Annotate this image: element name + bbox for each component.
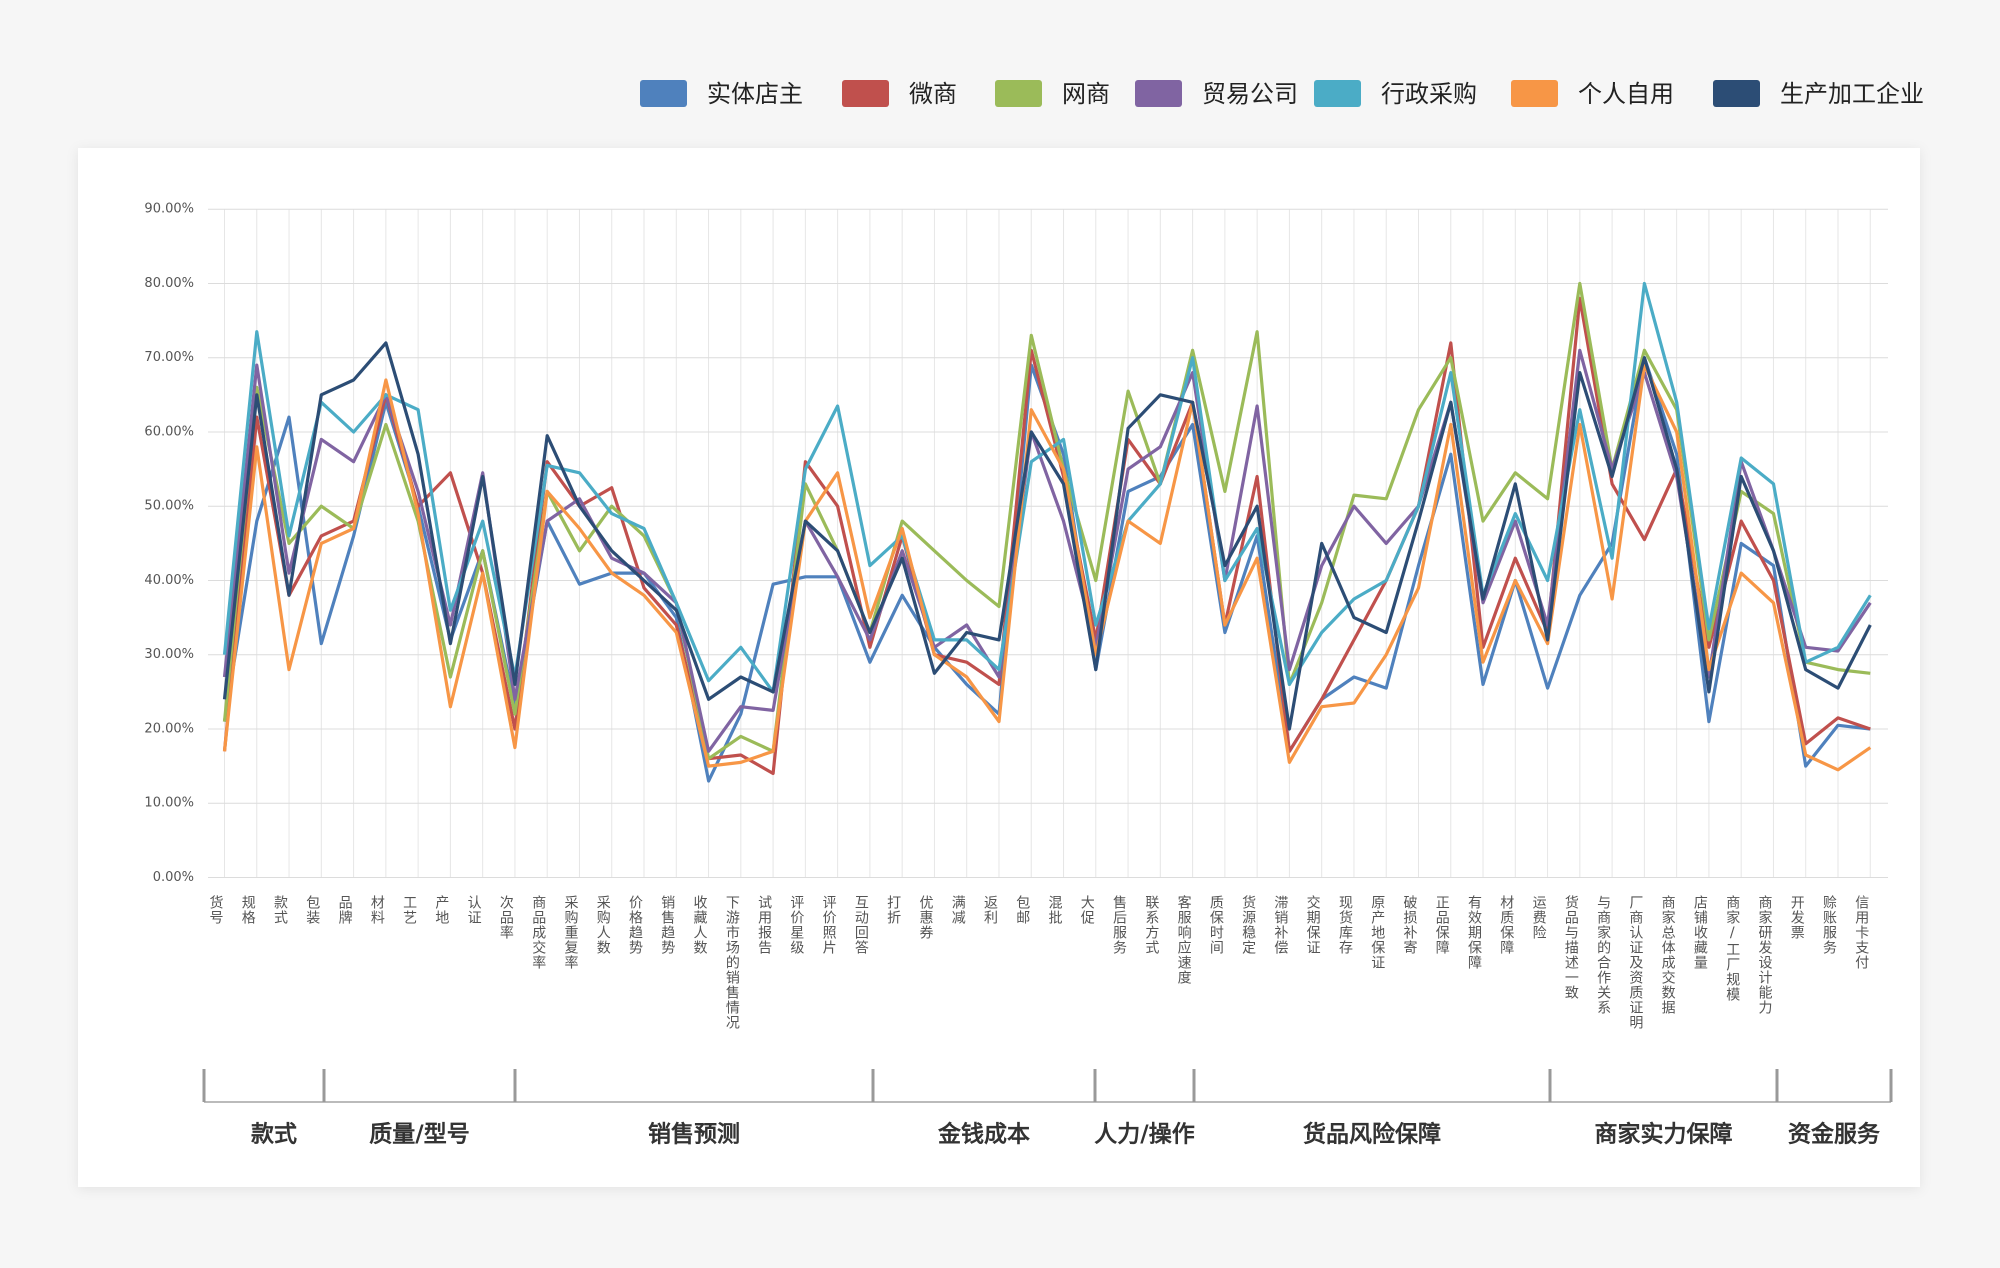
x-tick-label: 打折: [885, 894, 901, 925]
x-tick-label: 开发票: [1789, 895, 1805, 940]
x-tick-label: 原产地保证: [1369, 895, 1385, 970]
x-tick-label: 采购人数: [595, 895, 611, 955]
x-tick-label: 客服响应速度: [1176, 894, 1192, 985]
x-tick-label: 与商家的合作关系: [1595, 895, 1611, 1015]
x-tick-label: 商家研发设计能力: [1756, 895, 1772, 1015]
x-tick-label: 货号: [208, 894, 224, 925]
x-tick-label: 商家总体成交数据: [1660, 895, 1676, 1015]
legend-label: 行政采购: [1381, 80, 1477, 108]
group-label: 款式: [251, 1121, 297, 1148]
legend-swatch: [995, 80, 1042, 107]
x-tick-label: 工艺: [401, 895, 417, 925]
legend-label: 个人自用: [1578, 80, 1674, 108]
x-tick-label: 大促: [1079, 895, 1095, 925]
legend-swatch: [1713, 80, 1760, 107]
x-tick-label: 厂商认证及资质证明: [1627, 895, 1643, 1030]
y-tick-label: 30.00%: [144, 647, 194, 662]
x-tick-label: 包装: [304, 895, 320, 925]
x-tick-label: 返利: [982, 895, 998, 925]
x-tick-label: 评价星级: [788, 895, 804, 955]
x-tick-label: 收藏人数: [692, 895, 708, 955]
legend-swatch: [1511, 80, 1558, 107]
x-tick-label: 认证: [466, 895, 482, 925]
legend-label: 实体店主: [707, 80, 803, 108]
group-label: 资金服务: [1788, 1121, 1881, 1148]
legend-label: 微商: [909, 80, 957, 108]
x-tick-label: 交期保证: [1305, 894, 1321, 955]
y-tick-label: 40.00%: [144, 573, 194, 588]
x-tick-label: 店铺收藏量: [1692, 895, 1708, 970]
y-tick-label: 90.00%: [144, 202, 194, 217]
x-tick-label: 规格: [240, 895, 256, 925]
x-tick-label: 货源稳定: [1240, 894, 1256, 955]
x-tick-label: 有效期保障: [1466, 895, 1482, 970]
x-tick-label: 联系方式: [1143, 895, 1159, 955]
x-tick-label: 材质保障: [1498, 895, 1514, 955]
x-tick-label: 采购重复率: [562, 895, 578, 970]
x-tick-label: 质保时间: [1208, 895, 1224, 955]
x-tick-label: 信用卡支付: [1853, 895, 1869, 970]
y-tick-label: 50.00%: [144, 499, 194, 514]
group-label: 质量/型号: [369, 1122, 469, 1148]
x-tick-label: 商品成交率: [530, 895, 546, 970]
y-tick-label: 80.00%: [144, 276, 194, 291]
x-tick-label: 试用报告: [756, 895, 772, 955]
x-tick-label: 互动回答: [853, 895, 869, 955]
x-tick-label: 商家/工厂规模: [1724, 895, 1740, 1002]
x-tick-label: 赊账服务: [1821, 895, 1837, 955]
series-line: [222, 363, 1872, 772]
x-tick-label: 品牌: [337, 895, 353, 925]
x-tick-label: 价格趋势: [627, 895, 643, 955]
x-tick-label: 包邮: [1014, 895, 1030, 925]
x-tick-label: 正品保障: [1434, 895, 1450, 955]
x-tick-label: 混批: [1047, 895, 1063, 925]
x-tick-label: 货品与描述一致: [1563, 894, 1579, 1000]
legend-swatch: [640, 80, 687, 107]
x-tick-label: 次品率: [498, 895, 514, 940]
series-line: [222, 341, 1872, 731]
y-tick-label: 60.00%: [144, 424, 194, 439]
x-tick-label: 款式: [272, 895, 288, 925]
x-tick-label: 销售趋势: [659, 895, 675, 955]
x-tick-label: 优惠券: [917, 895, 933, 940]
x-tick-label: 现货库存: [1337, 895, 1353, 955]
group-label: 金钱成本: [937, 1121, 1030, 1148]
y-tick-label: 10.00%: [144, 796, 194, 811]
x-tick-label: 评价照片: [821, 895, 837, 955]
x-tick-label: 滞销补偿: [1272, 895, 1288, 955]
x-tick-label: 产地: [433, 895, 449, 925]
group-label: 商家实力保障: [1595, 1121, 1733, 1148]
y-tick-label: 0.00%: [153, 870, 194, 885]
x-tick-label: 运费险: [1531, 895, 1547, 940]
y-tick-label: 20.00%: [144, 721, 194, 736]
series-line: [222, 281, 1872, 694]
group-label: 货品风险保障: [1303, 1121, 1441, 1148]
x-tick-label: 材料: [369, 895, 385, 925]
legend-swatch: [1314, 80, 1361, 107]
series-line: [222, 281, 1871, 761]
legend-label: 生产加工企业: [1780, 80, 1924, 108]
x-tick-label: 售后服务: [1111, 895, 1127, 955]
x-tick-label: 破损补寄: [1401, 895, 1417, 955]
legend-swatch: [842, 80, 889, 107]
x-tick-label: 下游市场的销售情况: [724, 895, 740, 1030]
legend-label: 网商: [1062, 80, 1110, 108]
legend-label: 贸易公司: [1202, 80, 1298, 108]
x-tick-label: 满减: [950, 895, 966, 925]
group-label: 销售预测: [648, 1121, 740, 1148]
series-line: [222, 296, 1871, 776]
legend-swatch: [1135, 80, 1182, 107]
y-tick-label: 70.00%: [144, 350, 194, 365]
group-label: 人力/操作: [1094, 1122, 1194, 1148]
